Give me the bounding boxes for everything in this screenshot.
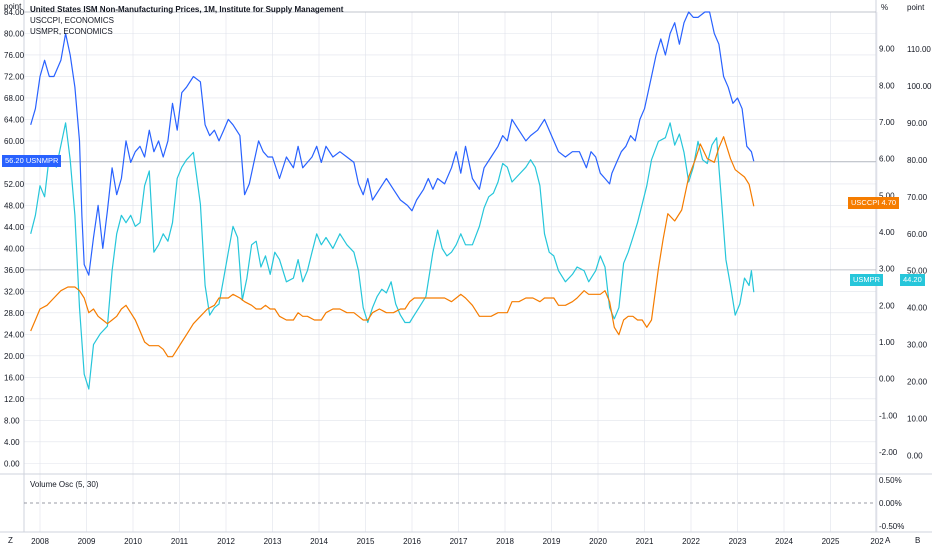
oscillator-axis-tick: 0.00% [879, 499, 902, 508]
left-axis-tick: 32.00 [4, 287, 25, 296]
mid-axis-unit: % [881, 3, 888, 12]
left-axis-tick: 24.00 [4, 330, 25, 339]
mid-axis-tick: -2.00 [879, 448, 898, 457]
badge-usnmpr: 56.20 USNMPR [2, 155, 62, 167]
left-axis-tick: 64.00 [4, 115, 25, 124]
mid-axis-tick: 0.00 [879, 375, 895, 384]
oscillator-axis-tick: -0.50% [879, 522, 904, 531]
left-axis-tick: 48.00 [4, 201, 25, 210]
mid-axis-tick: 4.00 [879, 228, 895, 237]
x-axis-tick: 2008 [31, 537, 49, 546]
right-axis-tick: 110.00 [907, 45, 931, 54]
right-axis-tick: 40.00 [907, 304, 928, 313]
x-axis-tick: 2011 [171, 537, 189, 546]
badge-usmpr-value-box: 44.20 [900, 274, 925, 286]
left-axis-tick: 72.00 [4, 72, 25, 81]
x-axis-tick: 2019 [543, 537, 561, 546]
legend-series-usmpr: USMPR, ECONOMICS [30, 27, 113, 36]
left-axis-tick: 40.00 [4, 244, 25, 253]
mid-axis-tick: 3.00 [879, 265, 895, 274]
right-axis-tick: 50.00 [907, 267, 928, 276]
mid-axis-tick: -1.00 [879, 411, 898, 420]
badge-usmpr-name: USMPR [853, 275, 881, 284]
badge-usccpi-value: 4.70 [881, 198, 897, 207]
badge-usmpr-value: 44.20 [903, 275, 922, 284]
left-axis-tick: 4.00 [4, 438, 20, 447]
mid-axis-tick: 7.00 [879, 118, 895, 127]
series-line-usccpi [30, 136, 755, 358]
corner-button-right[interactable]: B [915, 536, 921, 545]
x-axis-tick: 2022 [682, 537, 700, 546]
right-axis-tick: 20.00 [907, 378, 928, 387]
x-axis-tick: 2017 [450, 537, 468, 546]
right-axis-tick: 60.00 [907, 230, 928, 239]
badge-usnmpr-name: USNMPR [25, 156, 59, 165]
corner-button-mid[interactable]: A [885, 536, 891, 545]
left-axis-tick: 80.00 [4, 29, 25, 38]
right-axis-tick: 10.00 [907, 415, 928, 424]
x-axis-tick: 2021 [636, 537, 654, 546]
mid-axis-tick: 6.00 [879, 155, 895, 164]
left-axis-tick: 84.00 [4, 8, 25, 17]
x-axis-tick: 2018 [496, 537, 514, 546]
left-axis-tick: 52.00 [4, 180, 25, 189]
mid-axis-tick: 9.00 [879, 45, 895, 54]
oscillator-label: Volume Osc (5, 30) [30, 480, 99, 489]
badge-usmpr-name-box: USMPR [850, 274, 884, 286]
x-axis-tick: 2015 [357, 537, 375, 546]
right-axis-tick: 30.00 [907, 341, 928, 350]
oscillator-axis-tick: 0.50% [879, 476, 902, 485]
x-axis-tick: 2020 [589, 537, 607, 546]
left-axis-tick: 68.00 [4, 94, 25, 103]
right-axis-tick: 100.00 [907, 82, 932, 91]
x-axis-tick: 2014 [310, 537, 328, 546]
x-axis-tick: 2009 [78, 537, 96, 546]
series-line-usnmpr [30, 11, 755, 276]
right-axis-tick: 70.00 [907, 193, 928, 202]
x-axis-tick: 2023 [729, 537, 747, 546]
badge-usccpi-name: USCCPI [851, 198, 880, 207]
left-axis-tick: 76.00 [4, 51, 25, 60]
x-axis-tick: 2025 [822, 537, 840, 546]
badge-usnmpr-value: 56.20 [5, 156, 24, 165]
right-axis-tick: 90.00 [907, 119, 928, 128]
left-axis-tick: 36.00 [4, 266, 25, 275]
x-axis-tick: 2016 [403, 537, 421, 546]
left-axis-tick: 20.00 [4, 352, 25, 361]
left-axis-tick: 44.00 [4, 223, 25, 232]
series-line-usmpr [30, 122, 755, 390]
left-axis-tick: 8.00 [4, 416, 20, 425]
left-axis-tick: 12.00 [4, 395, 25, 404]
corner-button-left[interactable]: Z [8, 536, 13, 545]
left-axis-tick: 28.00 [4, 309, 25, 318]
right-axis-tick: 80.00 [907, 156, 928, 165]
right-axis-tick: 0.00 [907, 452, 923, 461]
mid-axis-tick: 5.00 [879, 191, 895, 200]
mid-axis-tick: 8.00 [879, 81, 895, 90]
x-axis-tick: 2010 [124, 537, 142, 546]
mid-axis-tick: 2.00 [879, 301, 895, 310]
x-axis-tick: 202 [870, 537, 884, 546]
left-axis-tick: 60.00 [4, 137, 25, 146]
left-axis-tick: 16.00 [4, 373, 25, 382]
legend-series-usccpi: USCCPI, ECONOMICS [30, 16, 115, 25]
x-axis-tick: 2013 [264, 537, 282, 546]
mid-axis-tick: 1.00 [879, 338, 895, 347]
left-axis-tick: 0.00 [4, 459, 20, 468]
x-axis-tick: 2024 [775, 537, 793, 546]
chart-legend: United States ISM Non-Manufacturing Pric… [30, 4, 343, 37]
badge-usccpi: USCCPI 4.70 [848, 197, 900, 209]
x-axis-tick: 2012 [217, 537, 235, 546]
legend-title: United States ISM Non-Manufacturing Pric… [30, 5, 344, 14]
left-axis-unit: point [4, 2, 22, 11]
right-axis-unit: point [907, 3, 925, 12]
